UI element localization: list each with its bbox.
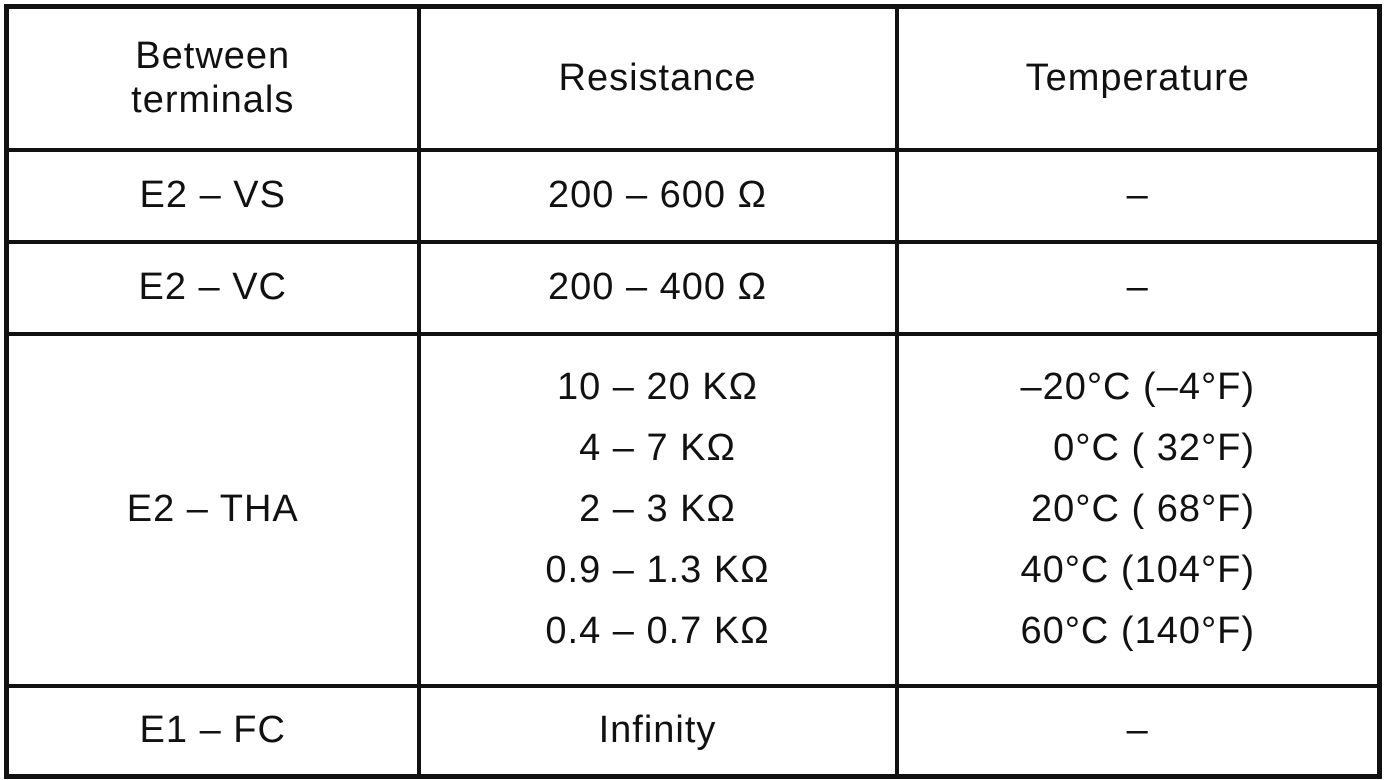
header-between-terminals: Between terminals <box>4 4 421 152</box>
temperature-cell: – <box>894 147 1382 244</box>
resistance-cell: Infinity <box>416 683 899 779</box>
temperature-value: 0°C ( 32°F) <box>1053 427 1256 469</box>
resistance-value: 0.4 – 0.7 KΩ <box>545 610 770 652</box>
table-row: E2 – VS 200 – 600 Ω – <box>4 147 1382 244</box>
terminals-cell: E1 – FC <box>4 683 421 779</box>
temperature-cell: –20°C (–4°F) 0°C ( 32°F) 20°C ( 68°F) 40… <box>894 331 1382 688</box>
header-between-terminals-line-2: terminals <box>131 79 295 122</box>
resistance-spec-table: Between terminals Resistance Temperature… <box>4 4 1382 779</box>
table-row: E2 – THA 10 – 20 KΩ 4 – 7 KΩ 2 – 3 KΩ 0.… <box>4 331 1382 688</box>
terminals-cell: E2 – VC <box>4 239 421 336</box>
resistance-cell: 200 – 600 Ω <box>416 147 899 244</box>
terminals-cell: E2 – VS <box>4 147 421 244</box>
resistance-value-list: 10 – 20 KΩ 4 – 7 KΩ 2 – 3 KΩ 0.9 – 1.3 K… <box>545 357 769 662</box>
temperature-value: 20°C ( 68°F) <box>1031 488 1256 530</box>
resistance-value: 0.9 – 1.3 KΩ <box>545 549 770 591</box>
resistance-cell: 10 – 20 KΩ 4 – 7 KΩ 2 – 3 KΩ 0.9 – 1.3 K… <box>416 331 899 688</box>
resistance-value: 4 – 7 KΩ <box>579 427 736 469</box>
header-resistance: Resistance <box>416 4 899 152</box>
table-header-row: Between terminals Resistance Temperature <box>4 4 1382 152</box>
temperature-cell: – <box>894 239 1382 336</box>
terminals-cell: E2 – THA <box>4 331 421 688</box>
temperature-value: 60°C (140°F) <box>1020 610 1256 652</box>
table-row: E1 – FC Infinity – <box>4 683 1382 779</box>
temperature-value-list: –20°C (–4°F) 0°C ( 32°F) 20°C ( 68°F) 40… <box>1020 357 1255 662</box>
resistance-value: 10 – 20 KΩ <box>556 366 759 408</box>
temperature-value: –20°C (–4°F) <box>1020 366 1256 408</box>
temperature-cell: – <box>894 683 1382 779</box>
header-temperature: Temperature <box>894 4 1382 152</box>
table-row: E2 – VC 200 – 400 Ω – <box>4 239 1382 336</box>
temperature-value: 40°C (104°F) <box>1020 549 1256 591</box>
resistance-value: 2 – 3 KΩ <box>579 488 736 530</box>
resistance-cell: 200 – 400 Ω <box>416 239 899 336</box>
header-between-terminals-line-1: Between <box>135 35 291 78</box>
